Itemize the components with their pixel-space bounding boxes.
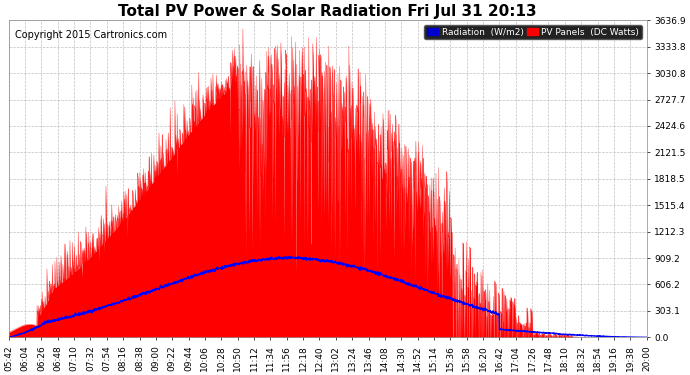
Text: Copyright 2015 Cartronics.com: Copyright 2015 Cartronics.com (15, 30, 167, 40)
Legend: Radiation  (W/m2), PV Panels  (DC Watts): Radiation (W/m2), PV Panels (DC Watts) (424, 25, 642, 39)
Title: Total PV Power & Solar Radiation Fri Jul 31 20:13: Total PV Power & Solar Radiation Fri Jul… (118, 4, 537, 19)
